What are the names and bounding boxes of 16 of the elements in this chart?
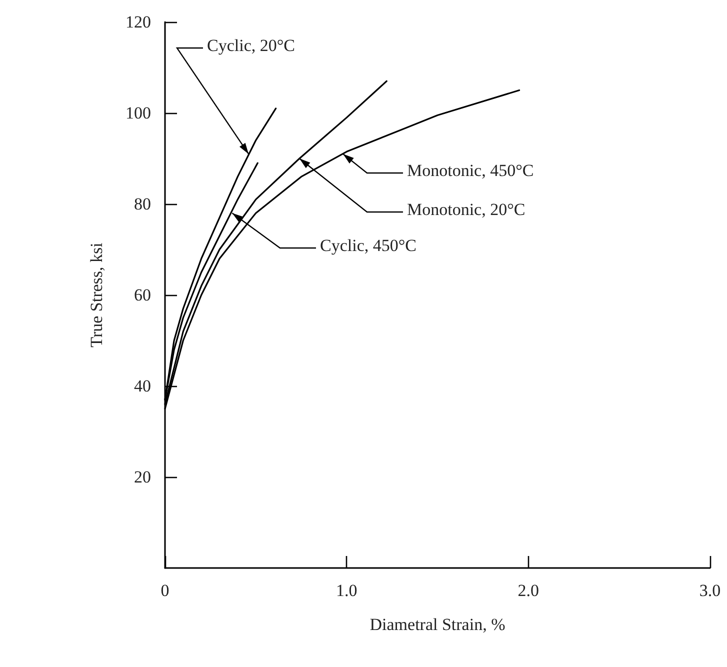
y-tick-label: 20 [134, 468, 151, 486]
annotation: Cyclic, 20°C [207, 36, 296, 55]
x-tick-label: 1.0 [336, 581, 358, 600]
x-tick-label: 3.0 [699, 581, 721, 600]
y-tick-label: 40 [134, 376, 151, 396]
x-tick-label: 2.0 [518, 581, 539, 600]
y-axis-title: True Stress, ksi [87, 242, 106, 348]
x-axis-title: Diametral Strain, % [370, 615, 506, 634]
annotation: Monotonic, 20°C [407, 200, 526, 219]
y-tick-label: 120 [126, 12, 151, 32]
x-tick-label: 0 [160, 581, 170, 600]
y-tick-label: 100 [126, 104, 151, 122]
y-tick-label: 80 [134, 194, 151, 214]
annotation: Monotonic, 450°C [407, 161, 534, 180]
y-tick-label: 60 [134, 286, 151, 304]
annotation: Cyclic, 450°C [320, 236, 417, 255]
